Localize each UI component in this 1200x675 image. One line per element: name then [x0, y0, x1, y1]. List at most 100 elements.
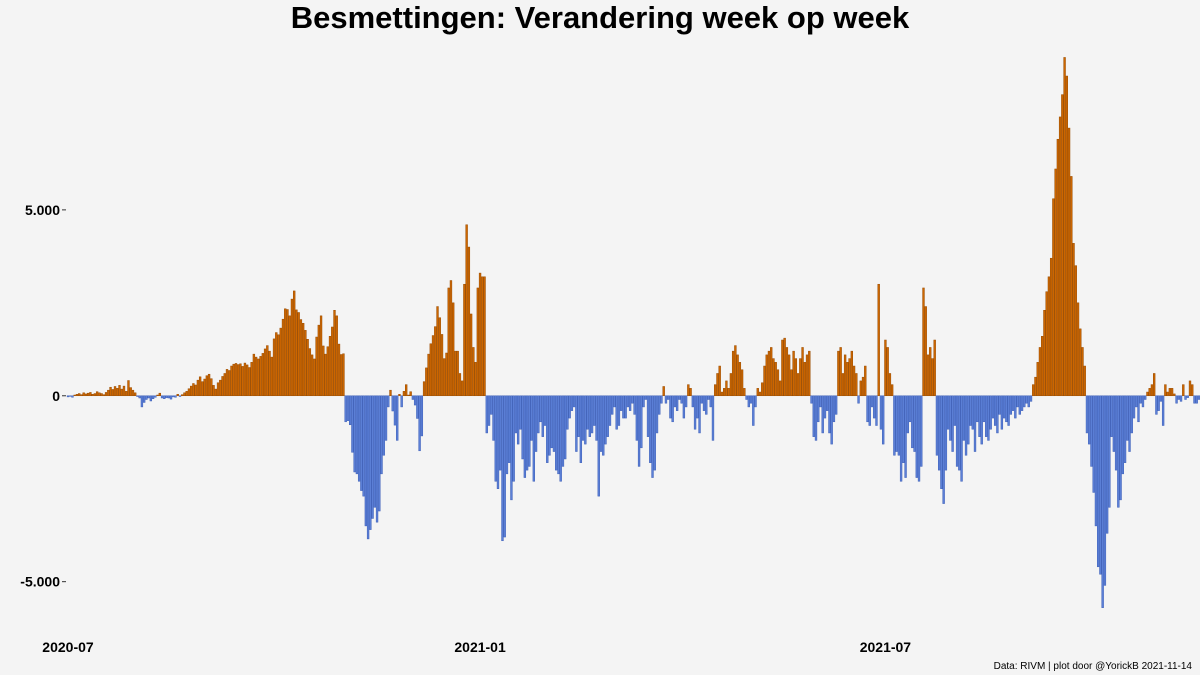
bar-decrease	[875, 395, 878, 426]
bar-increase	[1146, 391, 1149, 397]
bar-decrease	[382, 395, 385, 456]
bar-decrease	[693, 395, 697, 430]
bar-increase	[122, 385, 126, 397]
bar-increase	[75, 394, 79, 397]
bar-increase	[850, 350, 853, 397]
bar-decrease	[160, 395, 164, 399]
bar-increase	[884, 339, 887, 397]
bar-increase	[301, 323, 305, 397]
bar-increase	[1153, 373, 1156, 397]
bar-increase	[254, 356, 258, 397]
bar-increase	[731, 350, 735, 397]
bar-decrease	[138, 395, 141, 399]
bar-decrease	[637, 395, 641, 467]
bar-increase	[183, 392, 186, 397]
bar-decrease	[646, 395, 650, 437]
bar-increase	[286, 309, 289, 397]
bar-decrease	[543, 395, 547, 426]
bar-increase	[725, 380, 728, 397]
bar-decrease	[978, 395, 981, 437]
bar-increase	[772, 358, 775, 397]
bar-increase	[272, 338, 276, 397]
bar-increase	[890, 384, 894, 397]
bar-increase	[922, 287, 925, 397]
bar-decrease	[1029, 395, 1033, 402]
bar-decrease	[996, 395, 999, 434]
bar-decrease	[651, 395, 654, 478]
bar-increase	[785, 347, 789, 397]
bar-increase	[297, 312, 300, 397]
bar-decrease	[828, 395, 831, 434]
bar-decrease	[1112, 395, 1116, 452]
bar-decrease	[416, 395, 419, 419]
bar-decrease	[917, 395, 921, 482]
bar-decrease	[360, 395, 363, 491]
bar-increase	[252, 353, 256, 397]
bar-decrease	[649, 395, 652, 463]
bar-increase	[317, 324, 321, 397]
bar-decrease	[505, 395, 509, 475]
bar-decrease	[534, 395, 538, 452]
bar-decrease	[387, 395, 390, 408]
bar-decrease	[711, 395, 715, 441]
bar-increase	[194, 384, 197, 397]
bar-increase	[460, 380, 464, 397]
bar-decrease	[149, 395, 153, 402]
bar-decrease	[525, 395, 529, 471]
bar-decrease	[615, 395, 618, 430]
bar-decrease	[935, 395, 939, 456]
bar-increase	[1191, 384, 1194, 397]
bar-decrease	[1117, 395, 1120, 508]
bar-increase	[1034, 376, 1037, 397]
bar-decrease	[550, 395, 553, 449]
bar-decrease	[1097, 395, 1100, 568]
bar-increase	[743, 388, 746, 397]
bar-decrease	[633, 395, 636, 415]
bar-decrease	[857, 395, 860, 404]
bar-increase	[288, 315, 291, 397]
bar-decrease	[413, 395, 417, 406]
bar-decrease	[812, 395, 815, 437]
bar-increase	[456, 350, 459, 397]
bar-decrease	[559, 395, 562, 482]
bar-decrease	[895, 395, 898, 452]
bar-increase	[192, 383, 195, 397]
bar-decrease	[362, 395, 365, 497]
bar-decrease	[691, 395, 694, 408]
bar-increase	[1038, 347, 1042, 397]
bar-decrease	[658, 395, 661, 415]
bar-decrease	[145, 395, 148, 400]
bar-decrease	[496, 395, 500, 489]
y-tick-label: -5.000	[20, 574, 60, 590]
bar-increase	[328, 336, 332, 397]
bar-decrease	[747, 395, 750, 408]
bar-increase	[100, 393, 103, 397]
bar-decrease	[147, 395, 150, 399]
bar-increase	[1067, 127, 1071, 397]
bar-decrease	[1119, 395, 1122, 501]
bar-decrease	[684, 395, 688, 408]
bar-decrease	[938, 395, 941, 471]
bar-decrease	[579, 395, 583, 463]
bar-decrease	[541, 395, 544, 437]
bar-increase	[263, 348, 267, 397]
bar-increase	[234, 363, 238, 397]
bar-increase	[841, 373, 845, 397]
bar-increase	[281, 318, 285, 397]
bar-decrease	[1177, 395, 1180, 400]
bar-decrease	[611, 395, 614, 415]
bar-increase	[266, 345, 269, 397]
bar-increase	[859, 380, 862, 397]
bar-increase	[241, 366, 244, 397]
bar-decrease	[575, 395, 578, 452]
bar-increase	[275, 332, 278, 397]
bar-decrease	[705, 395, 708, 415]
bar-increase	[837, 350, 840, 397]
bar-decrease	[561, 395, 565, 467]
bar-decrease	[514, 395, 518, 434]
bar-decrease	[1023, 395, 1026, 408]
bar-increase	[331, 326, 334, 397]
bar-increase	[299, 319, 303, 397]
bar-decrease	[521, 395, 524, 460]
bar-increase	[113, 386, 117, 397]
